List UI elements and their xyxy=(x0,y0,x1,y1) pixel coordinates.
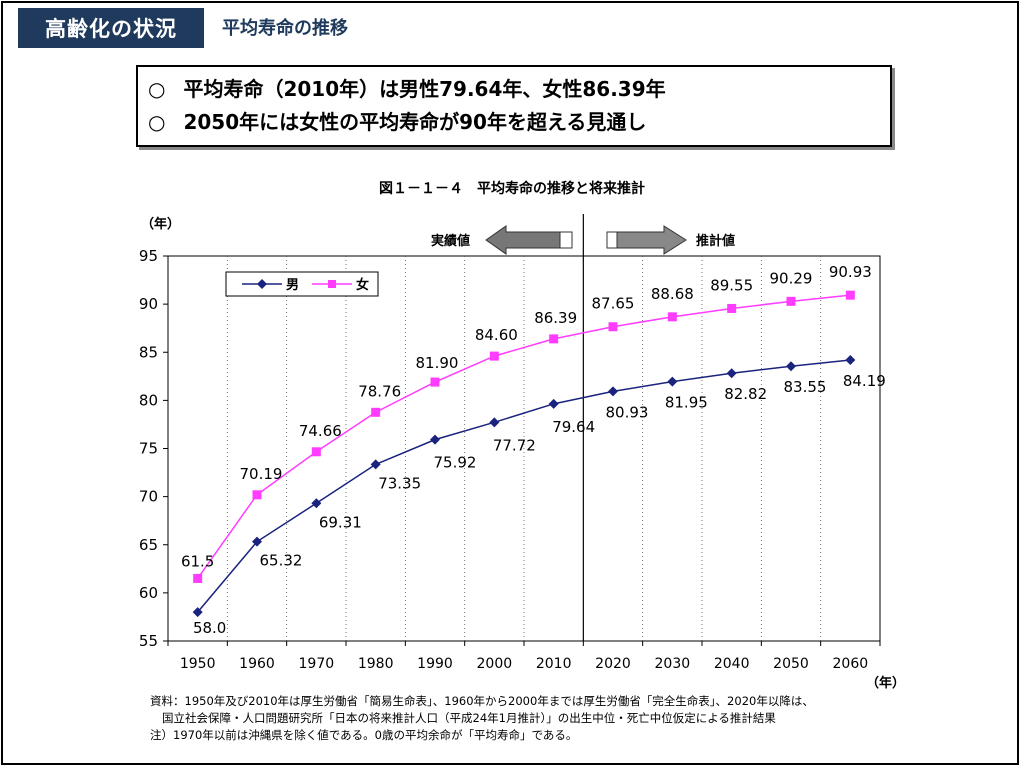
data-label-female: 70.19 xyxy=(240,465,283,483)
bullet-circle-icon: ○ xyxy=(148,110,166,134)
y-tick-label: 55 xyxy=(139,632,158,650)
data-label-male: 75.92 xyxy=(434,454,477,472)
data-point-male xyxy=(667,376,678,387)
data-point-female xyxy=(193,573,203,583)
summary-box: ○ 平均寿命（2010年）は男性79.64年、女性86.39年 ○ 2050年には女… xyxy=(136,65,892,147)
data-point-male xyxy=(370,459,381,470)
data-label-male: 80.93 xyxy=(606,403,649,421)
data-point-female xyxy=(667,312,677,322)
y-tick-label: 85 xyxy=(139,343,158,361)
page-subtitle: 平均寿命の推移 xyxy=(222,18,348,39)
left-arrow-tail xyxy=(559,231,573,249)
data-label-female: 89.55 xyxy=(710,276,753,294)
summary-line-1: ○ 平均寿命（2010年）は男性79.64年、女性86.39年 xyxy=(148,73,880,106)
legend-label-female: 女 xyxy=(356,277,369,293)
legend-label-male: 男 xyxy=(286,278,299,293)
data-label-female: 90.93 xyxy=(829,263,872,281)
x-tick-label: 2000 xyxy=(477,656,513,672)
y-tick-label: 95 xyxy=(139,247,158,265)
data-point-female xyxy=(371,407,381,417)
note-line-2: 国立社会保障・人口問題研究所「日本の将来推計人口（平成24年1月推計）」の出生中… xyxy=(162,711,776,725)
y-tick-label: 80 xyxy=(139,391,158,409)
data-point-male xyxy=(192,607,203,618)
x-tick-label: 1960 xyxy=(239,656,275,672)
region-label-projection: 推計値 xyxy=(696,233,735,249)
legend-marker-female xyxy=(328,280,336,288)
data-label-male: 73.35 xyxy=(378,474,421,492)
data-point-male xyxy=(548,398,559,409)
data-label-female: 88.68 xyxy=(651,285,694,303)
y-axis-label: （年） xyxy=(141,216,180,232)
data-point-male xyxy=(726,368,737,379)
data-point-female xyxy=(727,303,737,313)
y-tick-label: 90 xyxy=(139,295,158,313)
data-label-female: 74.66 xyxy=(299,422,342,440)
x-tick-label: 1970 xyxy=(299,656,335,672)
data-point-male xyxy=(845,355,856,366)
source-notes: 資料：1950年及び2010年は厚生労働省「簡易生命表」、1960年から2000… xyxy=(150,693,814,744)
data-point-female xyxy=(430,377,440,387)
data-label-female: 61.5 xyxy=(181,552,214,570)
x-tick-label: 1980 xyxy=(358,656,394,672)
right-arrow-icon xyxy=(616,225,687,255)
bullet-circle-icon: ○ xyxy=(148,77,166,101)
chart-title: 図１－１－４ 平均寿命の推移と将来推計 xyxy=(379,181,645,197)
x-tick-label: 2010 xyxy=(536,656,572,672)
x-tick-label: 2060 xyxy=(833,656,869,672)
left-arrow-icon xyxy=(485,225,561,255)
data-label-male: 77.72 xyxy=(493,436,536,454)
summary-line-2: ○ 2050年には女性の平均寿命が90年を超える見通し xyxy=(148,106,880,139)
data-label-female: 86.39 xyxy=(534,309,577,327)
data-point-male xyxy=(786,361,796,372)
summary-text-2: 2050年には女性の平均寿命が90年を超える見通し xyxy=(183,110,647,134)
note-line-3: 注）1970年以前は沖縄県を除く値である。0歳の平均余命が「平均寿命」である。 xyxy=(150,728,578,742)
data-label-male: 79.64 xyxy=(552,418,595,436)
data-label-male: 83.55 xyxy=(784,378,827,396)
data-point-female xyxy=(845,290,855,300)
y-tick-label: 75 xyxy=(139,440,158,458)
x-tick-label: 2030 xyxy=(655,656,691,672)
data-label-female: 78.76 xyxy=(358,382,401,400)
data-point-female xyxy=(252,490,262,500)
data-point-female xyxy=(489,351,499,361)
data-point-female xyxy=(311,447,321,457)
series-line-male xyxy=(197,359,851,613)
legend-marker-male xyxy=(257,279,267,289)
right-arrow-tail xyxy=(606,231,618,249)
data-point-male xyxy=(252,536,262,547)
data-point-male xyxy=(311,498,322,509)
data-point-female xyxy=(786,296,796,306)
y-tick-label: 60 xyxy=(139,584,158,602)
x-tick-label: 2020 xyxy=(595,656,631,672)
x-tick-label: 2050 xyxy=(773,656,809,672)
x-tick-label: 2040 xyxy=(714,656,750,672)
summary-text-1: 平均寿命（2010年）は男性79.64年、女性86.39年 xyxy=(183,77,666,101)
data-label-female: 90.29 xyxy=(770,269,813,287)
x-tick-label: 1950 xyxy=(180,656,216,672)
data-label-male: 65.32 xyxy=(260,552,303,570)
data-label-male: 81.95 xyxy=(665,394,708,412)
data-label-female: 84.60 xyxy=(475,326,518,344)
data-label-male: 69.31 xyxy=(319,513,362,531)
data-point-female xyxy=(608,322,618,332)
data-label-female: 87.65 xyxy=(592,295,635,313)
data-label-male: 84.19 xyxy=(843,372,886,390)
x-axis-label: （年） xyxy=(866,675,905,691)
data-point-male xyxy=(608,386,618,397)
x-tick-label: 1990 xyxy=(417,656,453,672)
note-line-1: 資料：1950年及び2010年は厚生労働省「簡易生命表」、1960年から2000… xyxy=(150,694,814,708)
series-line-female xyxy=(197,294,851,579)
y-tick-label: 70 xyxy=(139,488,158,506)
data-label-male: 82.82 xyxy=(724,385,767,403)
data-point-female xyxy=(549,334,559,344)
data-point-male xyxy=(489,417,500,428)
data-label-female: 81.90 xyxy=(416,354,459,372)
data-label-male: 58.0 xyxy=(193,619,226,637)
data-point-male xyxy=(430,434,440,445)
region-label-actual: 実績値 xyxy=(431,233,470,249)
y-tick-label: 65 xyxy=(139,536,158,554)
page-title: 高齢化の状況 xyxy=(18,8,204,48)
